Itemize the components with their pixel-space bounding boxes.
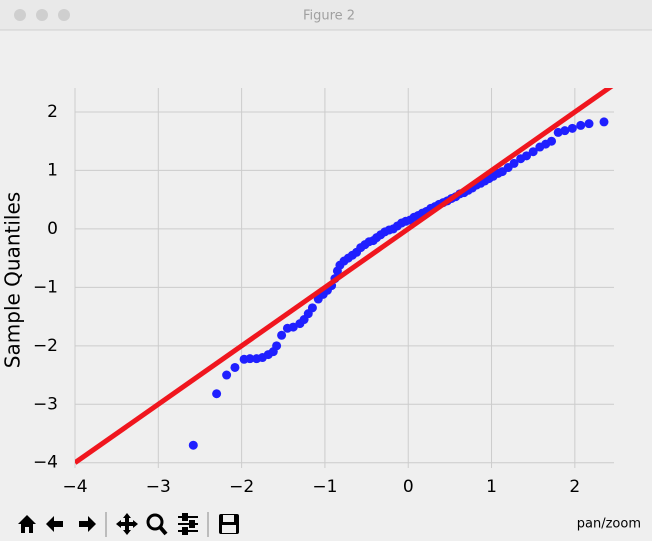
x-tick-label: −1 bbox=[312, 477, 337, 497]
data-point bbox=[522, 151, 532, 161]
data-point bbox=[567, 123, 577, 133]
toolbar-icons bbox=[18, 512, 239, 537]
toolbar bbox=[0, 507, 652, 541]
data-point bbox=[576, 120, 586, 130]
forward-button[interactable] bbox=[79, 516, 96, 532]
x-tick-label: 1 bbox=[486, 477, 497, 497]
data-point bbox=[560, 126, 570, 136]
data-point bbox=[245, 354, 255, 364]
back-button[interactable] bbox=[46, 516, 63, 532]
y-axis-label: Sample Quantiles bbox=[1, 192, 25, 368]
data-point bbox=[599, 117, 609, 127]
pan-button[interactable] bbox=[116, 513, 138, 535]
data-point bbox=[584, 119, 594, 129]
x-tick-label: −4 bbox=[62, 477, 87, 497]
y-tick-label: −1 bbox=[33, 277, 58, 297]
x-tick-label: 2 bbox=[569, 477, 580, 497]
data-point bbox=[528, 147, 538, 157]
data-point bbox=[547, 136, 557, 146]
zoom-tool-button[interactable] bbox=[146, 513, 168, 536]
data-point bbox=[509, 158, 519, 168]
save-button[interactable] bbox=[219, 514, 239, 534]
data-point bbox=[230, 362, 240, 372]
data-point bbox=[212, 389, 222, 399]
data-point bbox=[188, 440, 198, 450]
y-tick-label: −4 bbox=[33, 453, 58, 473]
close-button[interactable] bbox=[14, 9, 26, 21]
x-tick-label: −3 bbox=[146, 477, 171, 497]
y-tick-label: 0 bbox=[47, 219, 58, 239]
data-point bbox=[307, 303, 317, 313]
window-title: Figure 2 bbox=[303, 9, 355, 24]
y-tick-label: 1 bbox=[47, 160, 58, 180]
x-tick-label: −2 bbox=[229, 477, 254, 497]
plot-area bbox=[75, 88, 614, 465]
title-bar bbox=[0, 0, 652, 30]
y-tick-label: −2 bbox=[33, 336, 58, 356]
data-point bbox=[222, 370, 232, 380]
y-tick-label: −3 bbox=[33, 394, 58, 414]
configure-button[interactable] bbox=[178, 513, 198, 535]
reference-line bbox=[75, 88, 614, 465]
x-tick-label: 0 bbox=[403, 477, 414, 497]
home-button[interactable] bbox=[18, 515, 36, 533]
zoom-button[interactable] bbox=[58, 9, 70, 21]
minimize-button[interactable] bbox=[36, 9, 48, 21]
data-point bbox=[288, 322, 298, 332]
data-point bbox=[277, 330, 287, 340]
data-point bbox=[272, 341, 282, 351]
status-text: pan/zoom bbox=[577, 517, 641, 532]
y-tick-label: 2 bbox=[47, 102, 58, 122]
